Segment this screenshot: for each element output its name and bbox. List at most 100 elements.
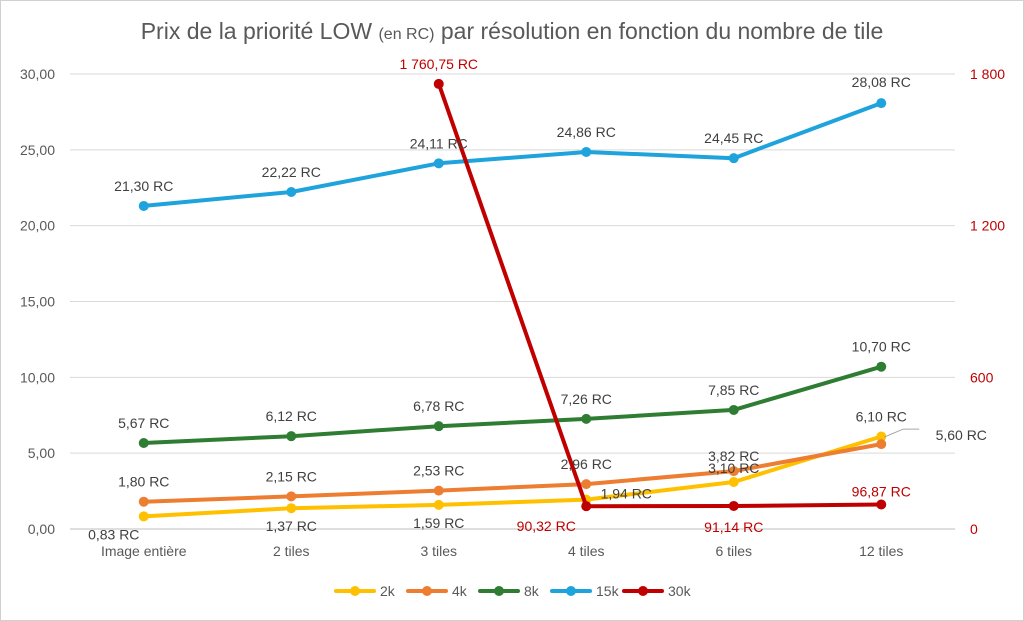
legend-label-15k: 15k bbox=[596, 583, 620, 599]
data-label-2k: 1,94 RC bbox=[601, 486, 652, 502]
chart-title: Prix de la priorité LOW (en RC) par réso… bbox=[0, 18, 1024, 45]
y-left-tick-label: 0,00 bbox=[28, 521, 55, 537]
data-label-15k: 24,86 RC bbox=[557, 124, 616, 140]
data-point-4k bbox=[728, 466, 739, 477]
data-point-15k bbox=[433, 158, 444, 169]
y-right-tick-label: 600 bbox=[970, 369, 994, 385]
legend-marker-4k bbox=[422, 586, 432, 596]
data-point-15k bbox=[581, 146, 592, 157]
data-label-30k: 91,14 RC bbox=[704, 519, 763, 535]
x-tick-label: 6 tiles bbox=[715, 543, 752, 559]
data-point-4k bbox=[433, 485, 444, 496]
y-right-tick-label: 1 200 bbox=[970, 218, 1005, 234]
data-label-30k: 96,87 RC bbox=[852, 484, 911, 500]
series-lines bbox=[138, 78, 887, 522]
data-label-2k: 1,37 RC bbox=[266, 518, 317, 534]
data-point-8k bbox=[728, 404, 739, 415]
y-right-tick-label: 0 bbox=[970, 521, 978, 537]
data-point-2k bbox=[138, 511, 149, 522]
data-point-2k bbox=[876, 431, 887, 442]
series-line-4k bbox=[141, 442, 884, 504]
data-label-4k: 1,80 RC bbox=[118, 474, 169, 490]
y-left-tick-label: 5,00 bbox=[28, 445, 55, 461]
data-label-2k: 1,59 RC bbox=[413, 515, 464, 531]
data-labels: 0,83 RC 1,37 RC 1,59 RC 1,94 RC 3,10 RC 6,10 … bbox=[88, 56, 987, 542]
gridlines bbox=[70, 73, 955, 530]
data-point-15k bbox=[876, 98, 887, 109]
data-label-15k: 21,30 RC bbox=[114, 178, 173, 194]
data-label-2k: 3,10 RC bbox=[708, 460, 759, 476]
legend-label-30k: 30k bbox=[668, 583, 692, 599]
data-point-15k bbox=[138, 200, 149, 211]
y-left-tick-label: 15,00 bbox=[20, 294, 55, 310]
data-label-8k: 10,70 RC bbox=[852, 339, 911, 355]
leader-line bbox=[884, 428, 920, 438]
y-left-tick-label: 25,00 bbox=[20, 142, 55, 158]
data-point-2k bbox=[433, 499, 444, 510]
right-axis-ticks: 0 600 1 200 1 800 bbox=[970, 66, 1005, 537]
data-point-8k bbox=[433, 421, 444, 432]
series-line-30k bbox=[436, 81, 884, 509]
data-label-15k: 24,11 RC bbox=[410, 135, 468, 151]
data-label-30k: 90,32 RC bbox=[517, 518, 576, 534]
series-line-2k bbox=[141, 434, 884, 519]
legend-label-8k: 8k bbox=[524, 583, 540, 599]
legend-marker-30k bbox=[638, 586, 648, 596]
left-axis-ticks: 0,00 5,00 10,00 15,00 20,00 25,00 30,00 bbox=[20, 66, 55, 537]
y-left-tick-label: 10,00 bbox=[20, 369, 55, 385]
y-left-tick-label: 20,00 bbox=[20, 218, 55, 234]
data-point-4k bbox=[138, 496, 149, 507]
data-point-2k bbox=[728, 476, 739, 487]
data-label-8k: 7,85 RC bbox=[708, 382, 759, 398]
data-point-30k bbox=[433, 78, 444, 89]
y-right-tick-label: 1 800 bbox=[970, 66, 1005, 82]
data-label-2k: 0,83 RC bbox=[88, 526, 139, 542]
data-label-4k: 2,53 RC bbox=[413, 463, 464, 479]
x-axis-ticks: Image entière 2 tiles 3 tiles 4 tiles 6 tile… bbox=[101, 543, 903, 559]
legend-label-4k: 4k bbox=[452, 583, 468, 599]
data-point-30k bbox=[581, 501, 592, 512]
data-label-4k: 3,82 RC bbox=[708, 448, 759, 464]
data-label-8k: 7,26 RC bbox=[561, 391, 612, 407]
series-line-15k bbox=[141, 101, 884, 208]
data-label-4k: 2,15 RC bbox=[266, 468, 317, 484]
legend: 2k 4k 8k 15k 30k bbox=[334, 583, 692, 599]
x-tick-label: 12 tiles bbox=[859, 543, 903, 559]
x-tick-label: 4 tiles bbox=[568, 543, 605, 559]
legend-marker-8k bbox=[494, 586, 504, 596]
data-label-4k: 2,96 RC bbox=[561, 456, 612, 472]
data-point-30k bbox=[728, 500, 739, 511]
data-point-4k bbox=[876, 439, 887, 450]
data-label-8k: 5,67 RC bbox=[118, 415, 169, 431]
legend-label-2k: 2k bbox=[380, 583, 396, 599]
chart-title-main: Prix de la priorité LOW bbox=[140, 18, 373, 44]
x-tick-label: Image entière bbox=[101, 543, 187, 559]
data-point-8k bbox=[138, 438, 149, 449]
data-point-4k bbox=[581, 479, 592, 490]
data-point-15k bbox=[728, 153, 739, 164]
legend-marker-2k bbox=[350, 586, 360, 596]
data-label-15k: 28,08 RC bbox=[852, 74, 911, 90]
data-point-8k bbox=[876, 361, 887, 372]
x-tick-label: 2 tiles bbox=[273, 543, 310, 559]
data-point-30k bbox=[876, 499, 887, 510]
data-label-8k: 6,12 RC bbox=[266, 408, 317, 424]
data-point-8k bbox=[581, 413, 592, 424]
series-line-8k bbox=[141, 364, 884, 445]
data-label-30k: 1 760,75 RC bbox=[399, 56, 478, 72]
data-point-4k bbox=[286, 491, 297, 502]
data-label-4k: 5,60 RC bbox=[936, 427, 987, 443]
data-point-15k bbox=[286, 186, 297, 197]
chart-title-rest: par résolution en fonction du nombre de … bbox=[440, 18, 884, 44]
data-label-2k: 6,10 RC bbox=[856, 408, 907, 424]
y-left-tick-label: 30,00 bbox=[20, 66, 55, 82]
chart-title-unit: (en RC) bbox=[378, 26, 435, 43]
data-point-8k bbox=[286, 431, 297, 442]
data-label-15k: 24,45 RC bbox=[704, 130, 763, 146]
data-label-8k: 6,78 RC bbox=[413, 398, 464, 414]
x-tick-label: 3 tiles bbox=[420, 543, 457, 559]
data-label-15k: 22,22 RC bbox=[262, 164, 321, 180]
legend-marker-15k bbox=[566, 586, 576, 596]
